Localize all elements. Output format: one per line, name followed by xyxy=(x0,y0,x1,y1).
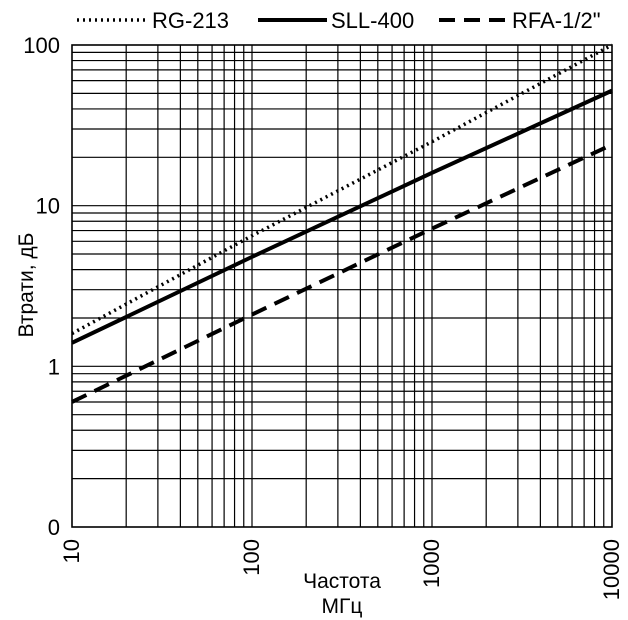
series-line-rg-213 xyxy=(71,43,613,336)
x-tick-label: 10000 xyxy=(599,539,624,600)
legend: RG-213 SLL-400 RFA-1/2" xyxy=(77,8,601,33)
x-axis-title-line2: МГц xyxy=(322,595,363,618)
series-line-sll-400 xyxy=(71,88,613,345)
x-tick-label: 1000 xyxy=(419,539,444,588)
series-layer xyxy=(71,43,613,404)
y-tick-label: 10 xyxy=(36,194,60,219)
grid xyxy=(72,45,612,527)
y-axis-title: Втрати, дБ xyxy=(15,233,38,338)
y-tick-label: 100 xyxy=(23,33,60,58)
legend-label: RG-213 xyxy=(152,8,229,33)
tick-labels: 0 1 10 100 10 100 1000 10000 xyxy=(23,33,624,600)
y-tick-label: 1 xyxy=(48,354,60,379)
legend-label: SLL-400 xyxy=(331,8,414,33)
x-axis-title-line1: Частота xyxy=(303,570,381,593)
legend-label: RFA-1/2" xyxy=(512,8,601,33)
x-tick-label: 10 xyxy=(59,539,84,563)
plot-frame xyxy=(71,44,613,528)
series-line-rfa-1-2 xyxy=(71,142,613,404)
x-tick-label: 100 xyxy=(239,539,264,576)
y-tick-label: 0 xyxy=(48,515,60,540)
